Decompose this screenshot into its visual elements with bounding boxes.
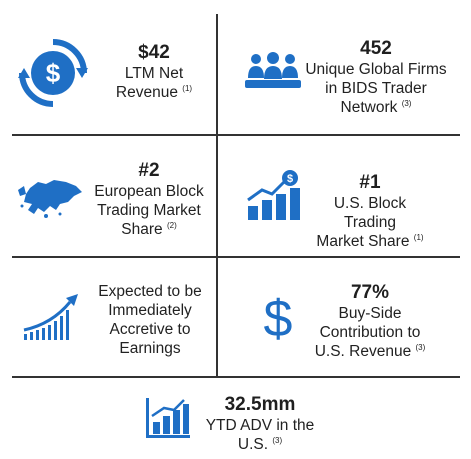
dollar-sign-icon: $ xyxy=(264,290,293,344)
europe-map-icon xyxy=(18,180,82,218)
buyside-line2: Contribution to xyxy=(319,324,421,341)
adv-note: (3) xyxy=(272,435,283,445)
firms-text: 452 Unique Global Firms in BIDS Trader N… xyxy=(300,38,452,117)
growth-bar-dollar-icon: $ xyxy=(247,170,300,220)
row-divider-1 xyxy=(12,134,460,136)
accretive-line3: Accretive to xyxy=(109,321,191,338)
european-line1: European Block xyxy=(94,183,204,200)
european-text: #2 European Block Trading Market Share (… xyxy=(90,160,208,239)
adv-line1: YTD ADV in the xyxy=(205,417,315,434)
center-divider xyxy=(216,14,218,376)
buyside-line1: Buy-Side xyxy=(338,305,402,322)
european-note: (2) xyxy=(166,220,177,230)
svg-text:$: $ xyxy=(264,290,293,344)
adv-value: 32.5mm xyxy=(224,394,296,415)
svg-text:$: $ xyxy=(287,173,293,185)
european-line3: Share xyxy=(121,221,163,238)
people-group-icon xyxy=(245,52,301,88)
adv-line2: U.S. xyxy=(237,436,269,453)
firms-value: 452 xyxy=(360,38,392,59)
accretive-line2: Immediately xyxy=(108,302,192,319)
european-value: #2 xyxy=(138,160,160,181)
us-block-note: (1) xyxy=(413,232,424,242)
accretive-line1: Expected to be xyxy=(98,283,202,300)
revenue-text: $42 LTM Net Revenue (1) xyxy=(104,42,204,102)
buyside-text: 77% Buy-Side Contribution to U.S. Revenu… xyxy=(314,282,426,361)
buyside-note: (3) xyxy=(415,342,426,352)
row-divider-2 xyxy=(12,256,460,258)
us-block-text: #1 U.S. Block Trading Market Share (1) xyxy=(306,172,434,251)
accretive-line4: Earnings xyxy=(119,340,181,357)
revenue-value: $42 xyxy=(138,42,170,63)
dollar-cycle-icon: $ xyxy=(18,39,88,107)
svg-text:$: $ xyxy=(46,58,61,88)
buyside-line3: U.S. Revenue xyxy=(314,343,412,360)
us-block-value: #1 xyxy=(359,172,381,193)
revenue-line2: Revenue xyxy=(115,84,178,101)
firms-note: (3) xyxy=(401,98,412,108)
european-line2: Trading Market xyxy=(97,202,201,219)
bar-chart-icon xyxy=(146,398,190,438)
firms-line3: Network xyxy=(340,99,398,116)
us-block-line1: U.S. Block Trading xyxy=(333,195,407,231)
adv-text: 32.5mm YTD ADV in the U.S. (3) xyxy=(200,394,320,454)
revenue-note: (1) xyxy=(182,83,193,93)
firms-line1: Unique Global Firms xyxy=(305,61,447,78)
firms-line2: in BIDS Trader xyxy=(325,80,427,97)
rising-trend-icon xyxy=(23,294,78,340)
accretive-text: Expected to be Immediately Accretive to … xyxy=(92,282,208,358)
revenue-line1: LTM Net xyxy=(124,65,184,82)
buyside-value: 77% xyxy=(350,282,390,303)
us-block-line2: Market Share xyxy=(316,233,410,250)
row-divider-3 xyxy=(12,376,460,378)
